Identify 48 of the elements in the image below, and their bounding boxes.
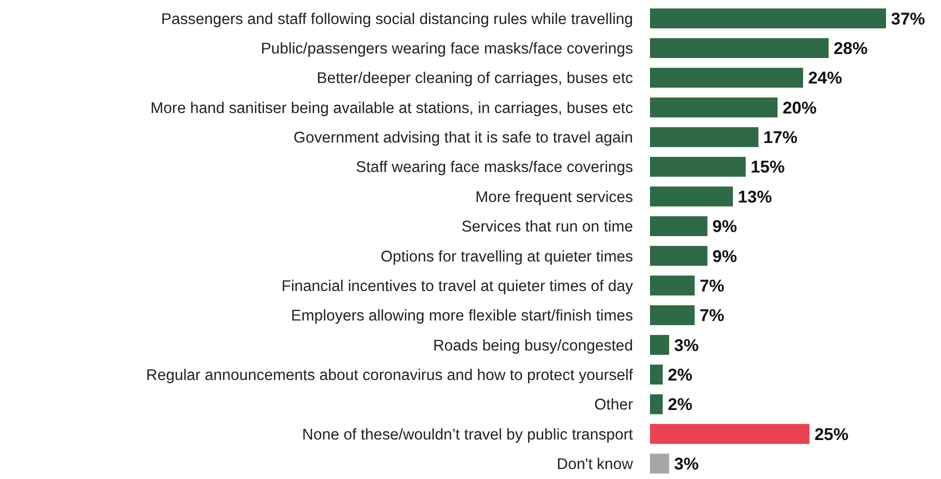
data-label: 28% (834, 39, 868, 58)
y-tick-label: More hand sanitiser being available at stations, in carriages, buses etc (150, 100, 634, 117)
bar (650, 334, 670, 355)
y-tick-label: None of these/wouldn’t travel by public transport (302, 426, 634, 444)
bar (650, 454, 670, 474)
data-label: 17% (763, 128, 798, 148)
y-tick-label: Don't know (556, 456, 634, 474)
bar (650, 97, 778, 118)
bar (650, 38, 829, 58)
y-tick-label: Better/deeper cleaning of carriages, buses etc (316, 70, 634, 88)
data-label: 13% (738, 187, 772, 206)
bar (650, 216, 708, 236)
data-label: 3% (674, 454, 699, 474)
y-tick-label: Options for travelling at quieter times (380, 248, 634, 266)
bar (650, 156, 746, 177)
data-label: 20% (782, 98, 817, 118)
data-label: 7% (700, 306, 724, 326)
data-label: 37% (891, 9, 926, 28)
bar (650, 68, 804, 88)
bar (650, 186, 733, 206)
data-label: 3% (674, 336, 699, 355)
y-tick-label: Financial incentives to travel at quieter times of day (281, 278, 634, 295)
y-tick-label: Public/passengers wearing face masks/face coverings (260, 40, 634, 58)
y-tick-label: More frequent services (475, 188, 634, 206)
bar (650, 8, 886, 28)
bar (650, 305, 695, 326)
bar (650, 127, 758, 148)
y-tick-label: Staff wearing face masks/face coverings (356, 159, 634, 176)
data-label: 25% (814, 424, 848, 444)
bar (650, 276, 695, 296)
y-tick-label: Other (594, 396, 633, 414)
data-label: 2% (668, 395, 692, 414)
data-label: 9% (712, 217, 737, 236)
y-tick-label: Roads being busy/congested (433, 337, 633, 354)
bar (650, 394, 663, 414)
y-tick-label: Regular announcements about coronavirus and how to protect yourself (146, 366, 634, 384)
bar (650, 424, 810, 444)
data-label: 15% (750, 158, 785, 177)
data-label: 24% (808, 68, 842, 88)
bar (650, 364, 663, 385)
y-tick-label: Government advising that it is safe to travel again (294, 130, 633, 147)
data-label: 7% (700, 276, 724, 296)
y-tick-label: Passengers and staff following social distancing rules while travelling (161, 10, 633, 28)
bar (650, 246, 708, 266)
y-tick-label: Employers allowing more flexible start/finish times (291, 308, 634, 325)
data-label: 2% (668, 366, 692, 385)
data-label: 9% (712, 246, 737, 266)
y-tick-label: Services that run on time (462, 218, 633, 236)
